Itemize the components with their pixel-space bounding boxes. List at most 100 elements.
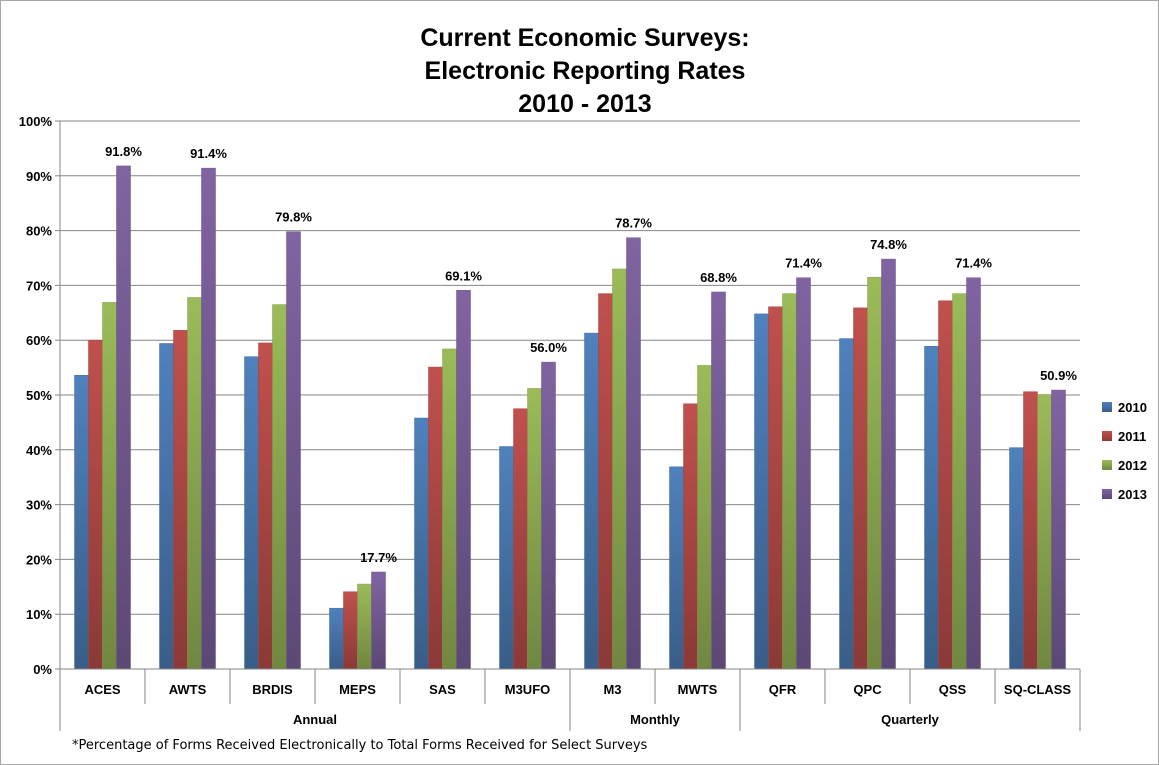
y-tick-label: 40% (26, 443, 52, 458)
chart-title: Current Economic Surveys: Electronic Rep… (330, 22, 840, 121)
data-label: 78.7% (615, 216, 652, 231)
bar-sq-class-2011 (1023, 391, 1038, 670)
group-label: Monthly (630, 712, 681, 727)
bar-aces-2013 (116, 165, 131, 670)
category-label: M3UFO (505, 682, 551, 697)
bar-qpc-2011 (853, 307, 868, 670)
legend-label: 2012 (1118, 458, 1147, 473)
bar-m3ufo-2012 (527, 388, 542, 670)
y-tick-label: 60% (26, 333, 52, 348)
bar-m3-2010 (584, 332, 599, 670)
bar-awts-2013 (201, 167, 216, 670)
category-label: MWTS (678, 682, 718, 697)
data-label: 69.1% (445, 268, 482, 283)
bar-qfr-2012 (782, 293, 797, 670)
bar-qss-2010 (924, 345, 939, 670)
bar-meps-2010 (329, 607, 344, 670)
chart-title-line-3: 2010 - 2013 (518, 90, 652, 118)
bar-sq-class-2012 (1037, 394, 1052, 670)
bar-sq-class-2013 (1051, 389, 1066, 670)
y-tick-label: 0% (33, 662, 52, 677)
bar-qss-2011 (938, 300, 953, 670)
data-label: 74.8% (870, 237, 907, 252)
category-label: M3 (603, 682, 621, 697)
data-label: 71.4% (785, 256, 822, 271)
legend-swatch (1102, 489, 1112, 499)
bar-mwts-2011 (683, 403, 698, 670)
data-label: 17.7% (360, 550, 397, 565)
y-tick-label: 10% (26, 607, 52, 622)
legend-label: 2011 (1118, 429, 1146, 444)
bar-qpc-2010 (839, 338, 854, 670)
bar-sas-2013 (456, 290, 471, 670)
bar-meps-2012 (357, 583, 372, 670)
data-label: 56.0% (530, 340, 567, 355)
bar-sas-2012 (442, 348, 457, 670)
bar-brdis-2011 (258, 342, 273, 670)
y-tick-label: 70% (26, 278, 52, 293)
category-label: QSS (939, 682, 967, 697)
bar-qfr-2013 (796, 277, 811, 670)
bar-meps-2013 (371, 571, 386, 670)
group-label: Quarterly (881, 712, 940, 727)
data-label: 68.8% (700, 270, 737, 285)
bar-awts-2011 (173, 330, 188, 670)
data-label: 79.8% (275, 210, 312, 225)
legend-swatch (1102, 402, 1112, 412)
chart-title-line-2: Electronic Reporting Rates (424, 57, 746, 85)
bar-aces-2010 (74, 375, 89, 670)
bar-m3ufo-2011 (513, 408, 528, 670)
bar-aces-2011 (88, 339, 103, 670)
legend-label: 2013 (1118, 487, 1147, 502)
bar-brdis-2012 (272, 304, 287, 670)
y-tick-label: 80% (26, 224, 52, 239)
group-label: Annual (293, 712, 337, 727)
bar-qpc-2013 (881, 258, 896, 670)
footnote: *Percentage of Forms Received Electronic… (72, 738, 648, 753)
bar-sas-2011 (428, 366, 443, 670)
bar-m3-2013 (626, 237, 641, 670)
data-label: 50.9% (1040, 368, 1077, 383)
bar-m3-2011 (598, 293, 613, 670)
legend-swatch (1102, 431, 1112, 441)
bar-meps-2011 (343, 591, 358, 670)
category-label: SAS (429, 682, 456, 697)
chart-title-line-1: Current Economic Surveys: (420, 24, 750, 52)
legend-swatch (1102, 460, 1112, 470)
category-label: BRDIS (252, 682, 293, 697)
y-tick-label: 90% (26, 169, 52, 184)
data-label: 91.8% (105, 144, 142, 159)
category-label: AWTS (169, 682, 207, 697)
data-label: 71.4% (955, 256, 992, 271)
bar-qss-2012 (952, 293, 967, 670)
bar-mwts-2010 (669, 466, 684, 670)
bar-brdis-2013 (286, 231, 301, 670)
legend-label: 2010 (1118, 400, 1147, 415)
bar-awts-2012 (187, 297, 202, 670)
bar-awts-2010 (159, 343, 174, 670)
bar-aces-2012 (102, 302, 117, 670)
data-label: 91.4% (190, 146, 227, 161)
category-label: ACES (84, 682, 120, 697)
bar-qpc-2012 (867, 276, 882, 670)
bar-m3ufo-2010 (499, 446, 514, 670)
bar-qss-2013 (966, 277, 981, 670)
category-label: QPC (853, 682, 882, 697)
bar-mwts-2013 (711, 291, 726, 670)
y-tick-label: 30% (26, 498, 52, 513)
bar-qfr-2011 (768, 306, 783, 670)
bar-qfr-2010 (754, 313, 769, 670)
category-label: SQ-CLASS (1004, 682, 1072, 697)
bar-sas-2010 (414, 417, 429, 670)
y-tick-label: 100% (19, 114, 53, 129)
bar-m3ufo-2013 (541, 361, 556, 670)
bar-mwts-2012 (697, 365, 712, 670)
category-label: QFR (769, 682, 797, 697)
bar-sq-class-2010 (1009, 447, 1024, 670)
bar-m3-2012 (612, 268, 627, 670)
y-tick-label: 50% (26, 388, 52, 403)
bar-brdis-2010 (244, 356, 259, 670)
category-label: MEPS (339, 682, 376, 697)
y-tick-label: 20% (26, 552, 52, 567)
